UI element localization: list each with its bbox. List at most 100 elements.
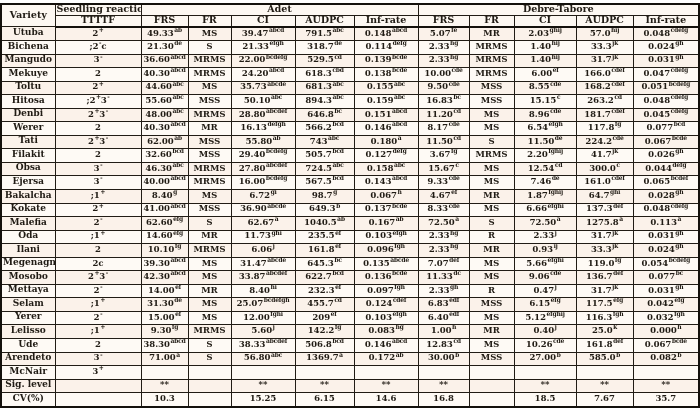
seedling-reaction-cell: ;2+3- [54, 94, 142, 109]
value-cell: 136.7def [575, 270, 634, 285]
seedling-reaction-cell: 2 [54, 338, 142, 353]
variety-cell: Obsa [0, 161, 56, 177]
table-row: Arendeto 3- 71.00a S 56.80abc 1369.7a 0.172ab 3… [0, 351, 700, 367]
seedling-reaction-cell: 2- [54, 216, 142, 231]
value-cell: 15.15c [513, 94, 577, 109]
value-cell: 25.07bcdefgh [230, 297, 296, 312]
value-cell: 2.33gh [417, 283, 470, 299]
value-cell: 55.80ab [230, 134, 296, 150]
value-cell: 31.7jk [575, 283, 634, 299]
variety-cell: McNair [0, 365, 56, 380]
table-row: Ude 2 38.30abcd S 38.33abcdef 506.8bcd 0.146ab… [0, 338, 700, 353]
header-row-metrics: TTTTF FRS FR CI AUDPC Inf-rate FRS FR CI AUDPC In… [1, 14, 700, 28]
value-cell: 33.3jk [575, 40, 634, 55]
value-cell: 235.5ef [294, 229, 355, 245]
value-cell [468, 378, 515, 394]
metric-header-adet-frs: FRS [140, 14, 189, 28]
table-row: Kokate 2+ 41.00abcd MSS 36.90abcde 649.3b 0.13… [0, 202, 700, 218]
seedling-reaction-cell [54, 392, 142, 408]
value-cell [187, 392, 232, 408]
metric-header-debre-fr: FR [468, 14, 515, 28]
value-cell: 11.73ghi [230, 229, 296, 245]
value-cell [353, 365, 419, 380]
value-cell: 0.127defg [353, 148, 419, 163]
value-cell: 0.048cdefg [632, 94, 700, 109]
value-cell: 42.30abcd [140, 270, 189, 285]
variety-cell: Tati [0, 134, 56, 150]
field-reaction-cell: MR [468, 324, 515, 339]
value-cell: 645.3bc [294, 256, 355, 272]
value-cell [187, 378, 232, 394]
value-cell: 0.024gh [632, 243, 700, 258]
field-reaction-cell: S [187, 216, 232, 231]
seedling-reaction-cell: 2c [54, 256, 142, 272]
table-row: Mangudo 3- 36.60abcd MRMS 22.00bcdefg 529.5cd… [0, 53, 700, 69]
value-cell: 1369.7a [294, 351, 355, 367]
value-cell: ** [417, 378, 470, 394]
field-reaction-cell: MRMS [187, 175, 232, 190]
value-cell: 11.20cd [417, 107, 470, 123]
value-cell: 0.139bcde [353, 53, 419, 69]
value-cell: 0.045cdefg [632, 107, 700, 123]
seedling-reaction-cell: 2+3- [54, 270, 142, 285]
value-cell: 31.7jk [575, 53, 634, 69]
field-reaction-cell: MS [187, 256, 232, 272]
variety-cell: Megenagna [0, 256, 56, 272]
seedling-reaction-cell: 2+ [54, 80, 142, 96]
value-cell: 0.114defg [353, 40, 419, 55]
variety-cell: Ude [0, 338, 56, 353]
value-cell: 137.3def [575, 202, 634, 218]
variety-cell: Toltu [0, 80, 56, 96]
value-cell: 30.00b [417, 351, 470, 367]
value-cell: 48.00abc [140, 107, 189, 123]
variety-cell: Arendeto [0, 351, 56, 367]
value-cell: 8.40hi [230, 283, 296, 299]
value-cell: 5.60j [230, 324, 296, 339]
value-cell: 22.00bcdefg [230, 53, 296, 69]
seedling-reaction-cell: 3- [54, 175, 142, 190]
value-cell: 161.8ef [294, 243, 355, 258]
value-cell: 529.5cd [294, 53, 355, 69]
table-row: Ejersa 3- 40.00abcd MRMS 16.00bcdefg 567.5bcd… [0, 175, 700, 190]
value-cell [140, 365, 189, 380]
value-cell: 1.87fghij [513, 189, 577, 204]
value-cell [417, 365, 470, 380]
field-reaction-cell: MR [187, 121, 232, 136]
value-cell: 0.048cdefg [632, 202, 700, 218]
value-cell: 12.54cd [513, 161, 577, 177]
value-cell: 117.8fg [575, 121, 634, 136]
field-reaction-cell: MRMS [187, 161, 232, 177]
field-reaction-cell: R [468, 229, 515, 245]
value-cell: 0.138bcde [353, 67, 419, 82]
field-reaction-cell: MS [468, 107, 515, 123]
variety-cell: Denbi [0, 107, 56, 123]
value-cell: 72.50a [417, 216, 470, 231]
value-cell: 2.33j [513, 229, 577, 245]
value-cell: 161.8def [575, 338, 634, 353]
value-cell: 2.33hg [417, 53, 470, 69]
value-cell: 2.03ghij [513, 26, 577, 41]
seedling-reaction-cell [54, 378, 142, 394]
value-cell: 57.0hij [575, 26, 634, 41]
value-cell: 0.077bcd [632, 121, 700, 136]
field-reaction-cell: MSS [468, 80, 515, 96]
value-cell: 49.33ab [140, 26, 189, 41]
variety-cell: Ejersa [0, 175, 56, 190]
value-cell: 0.135abcde [353, 256, 419, 272]
value-cell: 0.082b [632, 351, 700, 367]
value-cell: 142.2fg [294, 324, 355, 339]
value-cell: 0.077bc [632, 270, 700, 285]
value-cell: 16.00bcdefg [230, 175, 296, 190]
variety-cell: Mettaya [0, 283, 56, 299]
value-cell: 11.33dc [417, 270, 470, 285]
value-cell: 44.60abc [140, 80, 189, 96]
field-reaction-cell: MR [468, 26, 515, 41]
field-reaction-cell: S [468, 134, 515, 150]
value-cell: 15.25 [230, 392, 296, 408]
value-cell: 318.7de [294, 40, 355, 55]
value-cell [230, 365, 296, 380]
value-cell: 35.73abcde [230, 80, 296, 96]
value-cell: 0.167ab [353, 216, 419, 231]
value-cell: 21.30de [140, 40, 189, 55]
value-cell: 168.2cdef [575, 80, 634, 96]
